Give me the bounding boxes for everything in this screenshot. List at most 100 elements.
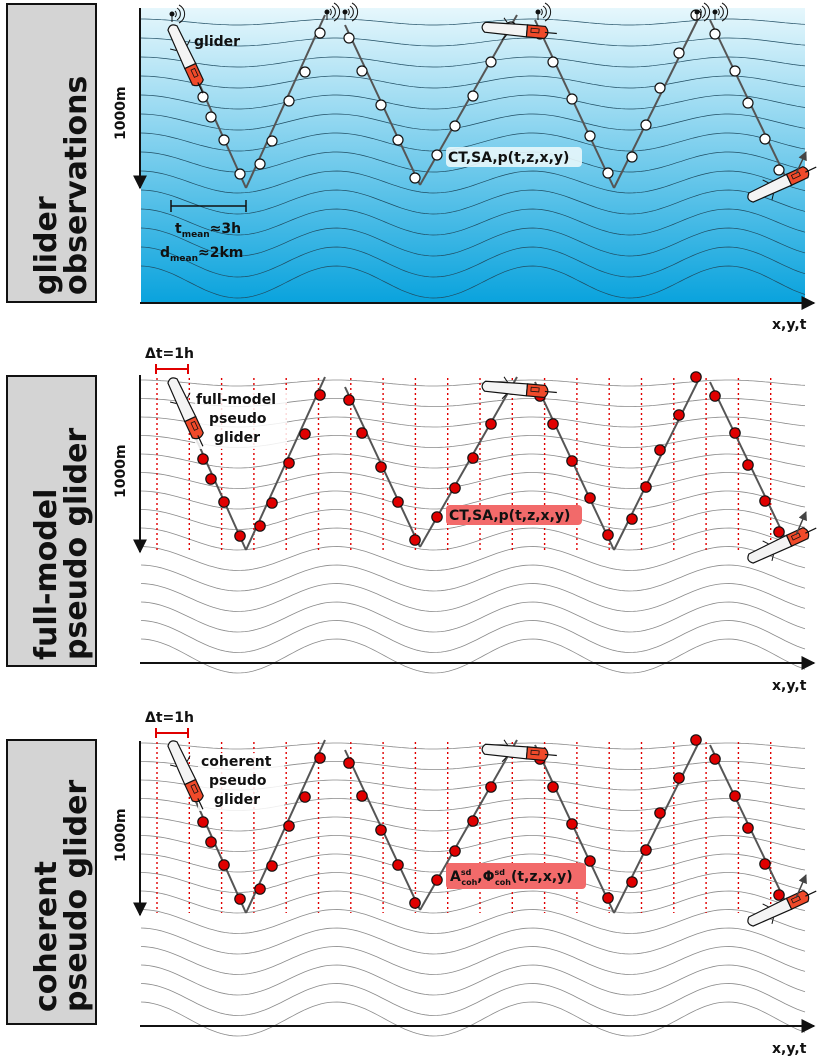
wifi-signal-icon [712,2,729,22]
glider-wing [501,756,507,763]
sample-point [409,172,421,184]
sample-point [314,27,326,39]
side-label-line-1: glider [29,196,64,295]
wave-line [140,113,806,131]
sample-point [254,520,266,532]
glider-hull-nose [747,534,793,564]
wave-line [141,18,806,26]
t-mean-label: tmean≈3h [175,221,241,240]
sample-point [431,149,443,161]
signal-arc [329,8,332,16]
sample-point [343,394,355,406]
d-mean-label: dmean≈2km [160,245,243,264]
glider-icon [747,166,817,203]
signal-arc [701,5,706,19]
x-axis-label: x,y,t [772,317,807,333]
sample-point [218,134,230,146]
glider-hull-tail [525,383,549,399]
signal-dot [342,9,348,15]
wave-line [140,564,806,592]
sample-point [234,530,246,542]
wifi-signal-icon [694,2,711,22]
sample-point [547,418,559,430]
depth-label: 1000m [113,808,129,862]
sample-point [299,428,311,440]
glider-antenna [544,390,557,394]
glider-hull-tail [785,890,810,911]
side-label-box [6,739,97,1025]
wave-line [140,983,806,1016]
sample-point [234,168,246,180]
sample-point [773,164,785,176]
sample-point [266,135,278,147]
glider-antenna [197,798,204,810]
signal-arc [351,2,359,22]
glider-antenna [544,753,557,757]
glider-antenna [544,31,557,35]
glider-antenna [805,527,817,534]
wifi-signal-icon [535,2,552,22]
sample-point [602,892,614,904]
side-label-box [6,3,97,303]
sample-point [356,427,368,439]
glider-panel [530,27,540,34]
sample-point [283,457,295,469]
wave-line [140,583,806,612]
glider-wing [771,193,774,201]
glider-icon [481,17,557,41]
track-segment [613,376,701,551]
glider-panel [190,783,199,794]
sample-point [709,390,721,402]
sample-point [742,822,754,834]
sample-point [584,855,596,867]
glider-wing [762,903,769,908]
glider-wing [186,392,191,399]
sample-point [485,56,497,68]
track-segment [613,739,701,914]
sample-point [449,482,461,494]
glider-panel [530,749,540,756]
depth-label: 1000m [113,86,129,140]
glider-antenna [197,82,204,94]
sample-point [314,389,326,401]
sample-point [234,893,246,905]
sample-point [266,497,278,509]
glider-hull-nose [167,740,197,786]
signal-arc [544,2,552,22]
glider-hull-nose [747,173,793,203]
dt-label: Δt=1h [145,710,194,726]
variables-label-box [446,505,582,525]
sample-point [759,858,771,870]
sample-point [449,845,461,857]
glider-track [174,734,788,914]
sample-point [197,91,209,103]
glider-icon [747,890,817,927]
wave-line [140,56,806,68]
signal-dot [324,9,330,15]
signal-arc [333,2,341,22]
glider-label-backdrop [198,753,284,811]
sample-point [773,889,785,901]
wave-line [140,927,806,955]
glider-icon [747,527,817,564]
sample-point [197,816,209,828]
sample-point [773,526,785,538]
side-label-line-1: coherent [29,861,64,1012]
sample-point [485,781,497,793]
sample-point [602,167,614,179]
signal-dot [712,9,718,15]
sample-point [626,513,638,525]
glider-track [174,371,788,551]
sample-point [709,753,721,765]
sample-point [485,418,497,430]
signal-arc [178,4,186,24]
sample-point [343,32,355,44]
glider-antenna [805,890,817,897]
glider-panel [790,171,801,180]
glider-icon [481,376,557,400]
wave-line [140,620,806,653]
sample-point [742,459,754,471]
glider-icon [167,377,204,447]
sample-point [375,99,387,111]
side-label-line-2: pseudo glider [59,428,94,660]
